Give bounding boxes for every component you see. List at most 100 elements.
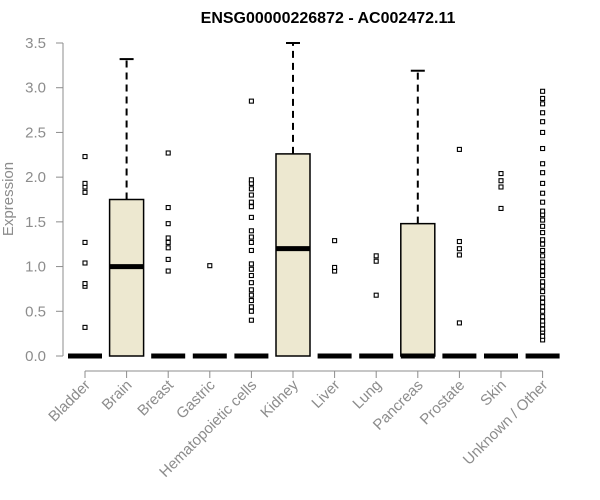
box-iqr (275, 153, 311, 357)
outlier-point (248, 186, 254, 192)
outlier-point (82, 260, 88, 266)
outlier-point (498, 178, 504, 184)
outlier-point (540, 161, 546, 167)
outlier-point (540, 304, 546, 310)
outlier-point (207, 263, 213, 269)
outlier-point (456, 320, 462, 326)
outlier-point (540, 223, 546, 229)
outlier-point (540, 268, 546, 274)
x-tick-label: Skin (477, 377, 510, 410)
outlier-point (540, 230, 546, 236)
plot-area: 0.0 0.5 1.0 1.5 2.0 2.5 3.0 3.5 Bladder BrainBrea… (25, 35, 560, 481)
y-tick-label: 0.0 (25, 348, 46, 365)
y-tick-label: 1.5 (25, 214, 46, 231)
outlier-point (540, 95, 546, 101)
box-iqr (108, 198, 145, 357)
outlier-point (165, 268, 171, 274)
x-tick-label: Liver (308, 377, 343, 412)
y-tick-label: 2.0 (25, 169, 46, 186)
outlier-point (540, 88, 546, 94)
outlier-point (248, 192, 254, 198)
outlier-point (82, 189, 88, 195)
outlier-point (540, 129, 546, 135)
y-axis-label: Expression (0, 162, 17, 236)
outlier-point (248, 177, 254, 183)
outlier-point (540, 318, 546, 324)
outlier-point (82, 239, 88, 245)
outlier-point (540, 170, 546, 176)
y-tick-label: 3.0 (25, 80, 46, 97)
outlier-point (248, 204, 254, 210)
outlier-point (332, 264, 338, 271)
outlier-point (248, 98, 254, 104)
outlier-point (540, 145, 546, 152)
outlier-point (540, 314, 546, 320)
outlier-point (82, 180, 88, 186)
outlier-point (540, 208, 546, 214)
outlier-point (248, 272, 254, 279)
y-tick-label: 1.0 (25, 259, 46, 276)
y-tick-label: 3.5 (25, 35, 46, 52)
outlier-point (498, 171, 504, 177)
outlier-point (248, 214, 254, 220)
outlier-point (248, 298, 254, 304)
outlier-point (540, 308, 546, 314)
outlier-point (165, 245, 171, 251)
outlier-point (540, 259, 546, 265)
outlier-point (248, 247, 254, 254)
chart-title: ENSG00000226872 - AC002472.11 (201, 10, 456, 27)
outlier-point (248, 280, 254, 286)
outlier-point (540, 119, 546, 125)
y-tick-label: 2.5 (25, 124, 46, 141)
outlier-point (540, 253, 546, 259)
outlier-point (456, 252, 462, 258)
outlier-point (456, 246, 462, 252)
x-tick-label: Kidney (257, 376, 302, 421)
outlier-point (540, 237, 546, 243)
outlier-point (82, 324, 88, 330)
x-tick-label: Bladder (45, 377, 94, 426)
x-tick-label: Brain (99, 377, 136, 414)
outlier-point (540, 333, 546, 339)
box-iqr (400, 222, 436, 357)
outlier-point (248, 239, 254, 245)
outlier-point (540, 180, 546, 186)
x-tick-label: Prostate (417, 377, 469, 429)
outlier-point (540, 283, 546, 289)
outlier-point (248, 304, 254, 310)
outlier-point (248, 308, 254, 314)
outlier-point (165, 150, 171, 156)
outlier-point (373, 292, 379, 298)
outlier-point (82, 154, 88, 160)
outlier-point (540, 190, 546, 196)
outlier-point (540, 110, 546, 116)
x-tick-label: Breast (134, 376, 177, 419)
outlier-point (248, 199, 254, 205)
outlier-point (165, 204, 171, 211)
outlier-point (540, 247, 546, 254)
outlier-point (540, 289, 546, 295)
outlier-point (248, 228, 254, 234)
outlier-point (540, 241, 546, 247)
outlier-point (456, 146, 462, 152)
outlier-point (165, 256, 171, 262)
outlier-point (248, 317, 254, 323)
outlier-point (540, 101, 546, 107)
outlier-point (248, 261, 254, 267)
outlier-point (248, 292, 254, 298)
outlier-point (248, 234, 254, 240)
outlier-point (498, 184, 504, 190)
outlier-point (165, 221, 171, 227)
outlier-point (248, 287, 254, 293)
outlier-point (373, 258, 379, 264)
outlier-point (540, 199, 546, 205)
outlier-point (248, 266, 254, 272)
outlier-point (498, 205, 504, 211)
outlier-point (456, 238, 462, 245)
outlier-point (332, 238, 338, 244)
outlier-point (540, 217, 546, 223)
outlier-point (165, 235, 171, 241)
outlier-point (82, 281, 88, 287)
